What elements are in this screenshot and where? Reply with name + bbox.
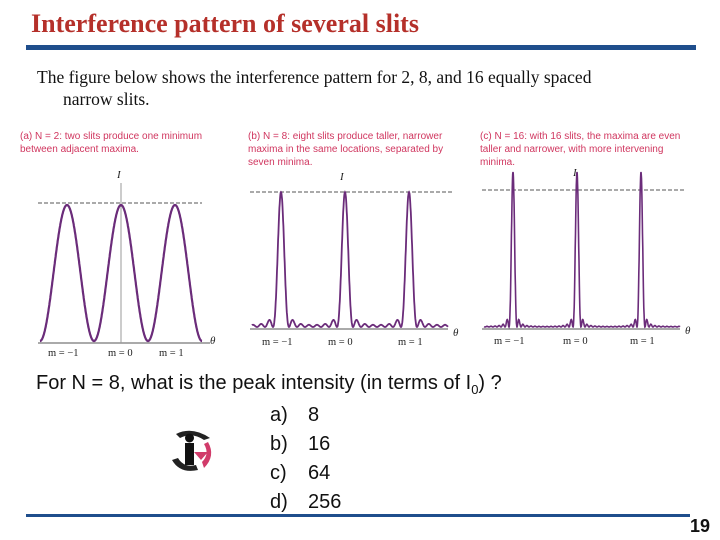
choice-a-text: 8: [308, 404, 320, 426]
figure-a-intensity-curve: [39, 203, 203, 343]
figure-c-caption-line-1: N = 16: with 16 slits, the maxima are ev…: [494, 131, 681, 142]
figure-c-caption-line-2: taller and narrower, with more interveni…: [480, 144, 664, 155]
title-divider: [26, 45, 696, 50]
choice-c-key: c): [270, 462, 287, 484]
choice-c[interactable]: c) 64: [270, 459, 341, 488]
choice-b[interactable]: b) 16: [270, 430, 341, 459]
choice-c-text: 64: [308, 462, 331, 484]
page-number: 19: [690, 516, 711, 536]
figure-panel-a: (a) N = 2: two slits produce one minimum…: [20, 128, 225, 360]
figure-b-tag: (b): [248, 131, 261, 142]
choice-d-key: d): [270, 491, 288, 513]
figure-c-tick-m-1: m = 1: [630, 336, 655, 347]
question-subscript: 0: [471, 382, 479, 397]
figure-c-caption: (c) N = 16: with 16 slits, the maxima ar…: [480, 130, 695, 169]
figure-a-caption-line-1: N = 2: two slits produce one minimum: [35, 131, 203, 142]
figure-a-axis-label: θ: [210, 335, 216, 347]
choice-a[interactable]: a) 8: [270, 401, 341, 430]
figure-b-peak-label: I: [339, 171, 345, 183]
figure-a-peak-label: I: [116, 169, 122, 181]
question-suffix: ) ?: [478, 372, 502, 394]
figure-a-caption-line-2: between adjacent maxima.: [20, 144, 139, 155]
choice-d-text: 256: [308, 491, 342, 513]
figure-c-peak-label: I: [572, 167, 578, 179]
figure-c-tick-m-0: m = 0: [563, 336, 588, 347]
figure-panel-b: (b) N = 8: eight slits produce taller, n…: [248, 128, 463, 360]
figure-a-caption: (a) N = 2: two slits produce one minimum…: [20, 130, 225, 156]
figure-b-plot: I θ m = −1 m = 0 m = 1: [250, 171, 459, 348]
figure-c-axis-label: θ: [685, 325, 691, 337]
figure-a-tick-m-1: m = 1: [159, 348, 184, 359]
figure-c-tick-m-minus-1: m = −1: [494, 336, 525, 347]
figure-b-tick-m-minus-1: m = −1: [262, 337, 293, 348]
question-prefix: For N = 8, what is the peak intensity (i…: [36, 372, 472, 394]
intro-line-1: The figure below shows the interference …: [37, 67, 592, 87]
question-text: For N = 8, what is the peak intensity (i…: [36, 372, 502, 397]
figure-b-tick-m-1: m = 1: [398, 337, 423, 348]
figure-a-tick-m-minus-1: m = −1: [48, 348, 79, 359]
figure-b-caption: (b) N = 8: eight slits produce taller, n…: [248, 130, 463, 169]
figure-c-caption-line-3: minima.: [480, 157, 516, 168]
footer-divider: [26, 514, 690, 517]
figure-b-caption-line-1: N = 8: eight slits produce taller, narro…: [263, 131, 443, 142]
intro-text: The figure below shows the interference …: [37, 66, 697, 110]
figure-b-caption-line-2: maxima in the same locations, separated …: [248, 144, 444, 155]
choice-d[interactable]: d) 256: [270, 488, 341, 517]
intro-line-2: narrow slits.: [63, 89, 150, 109]
figure-b-axis-label: θ: [453, 327, 459, 339]
figure-c-plot: I θ m = −1 m = 0 m = 1: [482, 167, 691, 347]
slide-title: Interference pattern of several slits: [31, 9, 419, 38]
figure-b-caption-line-3: seven minima.: [248, 157, 313, 168]
figure-b-tick-m-0: m = 0: [328, 337, 353, 348]
figure-c-intensity-curve: [483, 171, 681, 329]
figure-c-tag: (c): [480, 131, 492, 142]
choice-b-key: b): [270, 433, 288, 455]
answer-choices: a) 8 b) 16 c) 64 d) 256: [270, 401, 341, 517]
iclicker-logo-icon: [172, 430, 212, 471]
figure-a-plot: I θ m = −1 m = 0 m = 1: [38, 169, 216, 359]
figure-a-tick-m-0: m = 0: [108, 348, 133, 359]
choice-b-text: 16: [308, 433, 331, 455]
figure-a-tag: (a): [20, 131, 33, 142]
choice-a-key: a): [270, 404, 288, 426]
figure-b-intensity-curve: [251, 190, 449, 329]
figure-panel-c: (c) N = 16: with 16 slits, the maxima ar…: [480, 128, 695, 360]
